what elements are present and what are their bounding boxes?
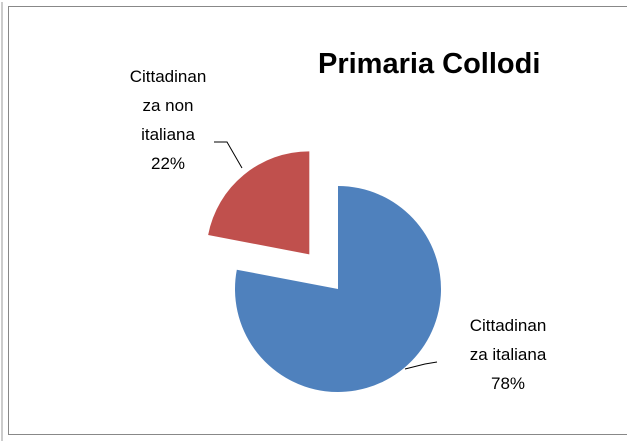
pie-slice [208, 151, 310, 255]
value-label: 22% [150, 154, 186, 173]
chart-border [8, 6, 627, 435]
chart-title: Primaria Collodi [318, 48, 540, 80]
slice-label: Cittadinanza italiana [469, 316, 547, 364]
leader-line [404, 361, 438, 370]
slice-label: Cittadinanza non italiana [129, 67, 207, 144]
value-label: 78% [490, 374, 526, 393]
leader-line [214, 141, 243, 169]
pie-slice [234, 186, 441, 392]
